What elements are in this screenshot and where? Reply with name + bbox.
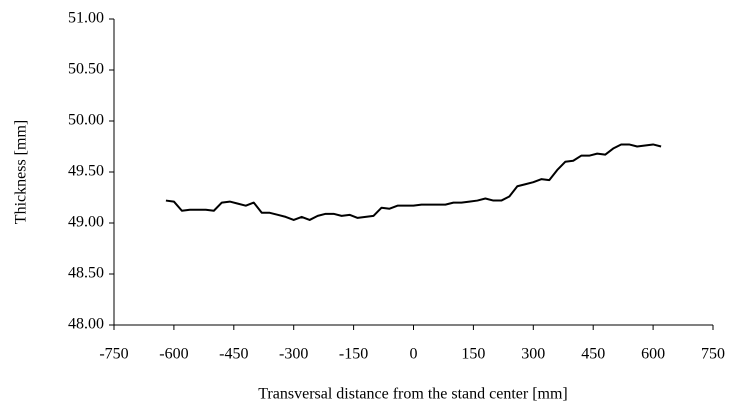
x-tick-label: -450 <box>219 346 248 363</box>
x-tick-label: 450 <box>581 346 605 363</box>
x-tick-label: -750 <box>99 346 128 363</box>
y-tick-label: 50.50 <box>68 61 104 78</box>
x-tick-label: 750 <box>701 346 725 363</box>
x-tick-label: 0 <box>410 346 418 363</box>
x-tick-label: -600 <box>159 346 188 363</box>
x-tick-label: 300 <box>521 346 545 363</box>
y-axis-label: Thickness [mm] <box>13 120 30 224</box>
y-tick-label: 48.50 <box>68 265 104 282</box>
y-tick-label: 51.00 <box>68 10 104 27</box>
y-tick-label: 50.00 <box>68 112 104 129</box>
y-tick-label: 48.00 <box>68 316 104 333</box>
x-tick-label: -150 <box>339 346 368 363</box>
x-tick-label: 600 <box>641 346 665 363</box>
x-axis-label: Transversal distance from the stand cent… <box>258 386 568 403</box>
data-line <box>165 143 662 221</box>
x-tick-label: -300 <box>279 346 308 363</box>
x-tick-label: 150 <box>461 346 485 363</box>
y-tick-label: 49.00 <box>68 214 104 231</box>
y-tick-label: 49.50 <box>68 163 104 180</box>
